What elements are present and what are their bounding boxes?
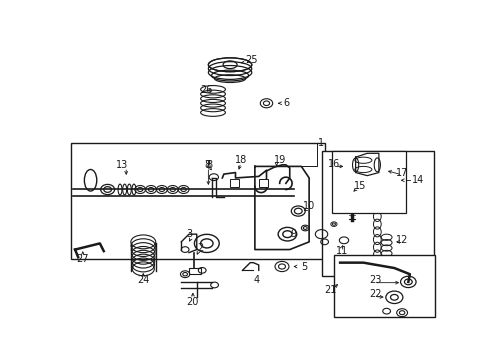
Text: 11: 11 xyxy=(335,246,347,256)
Text: 21: 21 xyxy=(324,285,336,294)
Text: 23: 23 xyxy=(369,275,381,285)
Text: 25: 25 xyxy=(245,55,258,65)
Text: 14: 14 xyxy=(411,175,424,185)
Bar xyxy=(189,268,200,274)
Bar xyxy=(333,255,434,316)
Text: 3: 3 xyxy=(186,229,192,239)
Text: 8: 8 xyxy=(204,160,210,170)
Text: 26: 26 xyxy=(200,85,212,95)
Text: 16: 16 xyxy=(327,159,339,169)
Text: 2: 2 xyxy=(197,243,203,253)
Text: 4: 4 xyxy=(253,275,259,285)
Bar xyxy=(321,151,433,276)
Text: 12: 12 xyxy=(395,235,407,244)
Text: 19: 19 xyxy=(273,155,285,165)
Text: 8: 8 xyxy=(205,160,212,170)
Text: 1: 1 xyxy=(318,138,324,148)
Bar xyxy=(332,151,405,213)
Text: 18: 18 xyxy=(234,155,246,165)
Text: 5: 5 xyxy=(301,261,307,271)
Text: 7: 7 xyxy=(204,160,210,170)
Text: 24: 24 xyxy=(137,275,149,285)
Text: 17: 17 xyxy=(395,167,407,177)
Bar xyxy=(71,143,324,259)
Text: 15: 15 xyxy=(353,181,366,191)
Text: 27: 27 xyxy=(77,254,89,264)
Text: 10: 10 xyxy=(302,202,315,211)
Text: 6: 6 xyxy=(283,98,289,108)
Text: 22: 22 xyxy=(369,289,381,299)
Text: 20: 20 xyxy=(186,297,199,307)
Text: 9: 9 xyxy=(290,229,296,239)
Bar xyxy=(230,180,239,187)
Bar xyxy=(258,180,267,187)
Text: 13: 13 xyxy=(116,160,128,170)
